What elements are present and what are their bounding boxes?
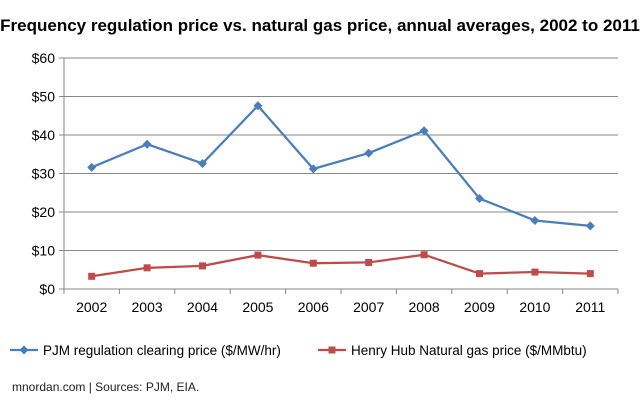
data-point xyxy=(475,194,484,204)
x-tick-label: 2005 xyxy=(242,299,273,315)
y-tick-label: $50 xyxy=(32,89,56,105)
data-point xyxy=(586,270,594,278)
data-point xyxy=(254,251,262,259)
chart-title: Frequency regulation price vs. natural g… xyxy=(0,16,640,35)
data-point xyxy=(476,270,483,278)
data-point xyxy=(419,126,429,136)
x-tick-label: 2007 xyxy=(353,299,384,315)
data-point xyxy=(143,264,151,272)
series-1 xyxy=(87,101,595,231)
x-tick-label: 2009 xyxy=(464,299,495,315)
series-group xyxy=(87,101,595,280)
x-tick-label: 2006 xyxy=(298,299,329,315)
data-point xyxy=(531,268,539,276)
data-point xyxy=(253,101,263,111)
y-tick-label: $60 xyxy=(32,50,56,66)
legend: PJM regulation clearing price ($/MW/hr) H… xyxy=(10,343,587,358)
data-point xyxy=(365,258,373,266)
data-point xyxy=(199,262,206,270)
x-tick-label: 2011 xyxy=(575,299,605,315)
data-point xyxy=(585,221,595,231)
source-note: mnordan.com | Sources: PJM, EIA. xyxy=(12,380,200,394)
data-point xyxy=(88,272,96,280)
x-tick-label: 2004 xyxy=(187,299,218,315)
series-2 xyxy=(88,251,594,280)
y-tick-label: $0 xyxy=(39,281,55,297)
data-point xyxy=(530,215,540,225)
y-tick-label: $40 xyxy=(32,127,56,143)
data-point xyxy=(142,139,152,149)
legend-label: PJM regulation clearing price ($/MW/hr) xyxy=(43,343,281,358)
data-point xyxy=(308,164,318,174)
x-tick-label: 2002 xyxy=(76,299,107,315)
data-point xyxy=(364,148,374,158)
legend-label: Henry Hub Natural gas price ($/MMbtu) xyxy=(351,343,587,358)
gridlines xyxy=(64,57,618,251)
axes: $0 $10 $20 $30 $40 $50 $60 2002 2003 2004 2005 2006… xyxy=(32,50,619,315)
y-tick-label: $30 xyxy=(32,166,56,182)
x-tick-label: 2003 xyxy=(132,299,163,315)
legend-marker xyxy=(19,345,29,355)
y-tick-label: $10 xyxy=(32,243,56,259)
series-line xyxy=(91,253,591,278)
x-tick-label: 2008 xyxy=(409,299,440,315)
legend-marker xyxy=(328,346,336,354)
data-point xyxy=(309,259,317,267)
data-point xyxy=(87,162,97,172)
x-tick-label: 2010 xyxy=(519,299,550,315)
data-point xyxy=(198,158,207,168)
data-point xyxy=(420,251,428,259)
legend-item-1: PJM regulation clearing price ($/MW/hr) xyxy=(10,343,281,358)
legend-item-2: Henry Hub Natural gas price ($/MMbtu) xyxy=(318,343,587,358)
series-line xyxy=(91,104,591,227)
y-tick-label: $20 xyxy=(32,204,56,220)
